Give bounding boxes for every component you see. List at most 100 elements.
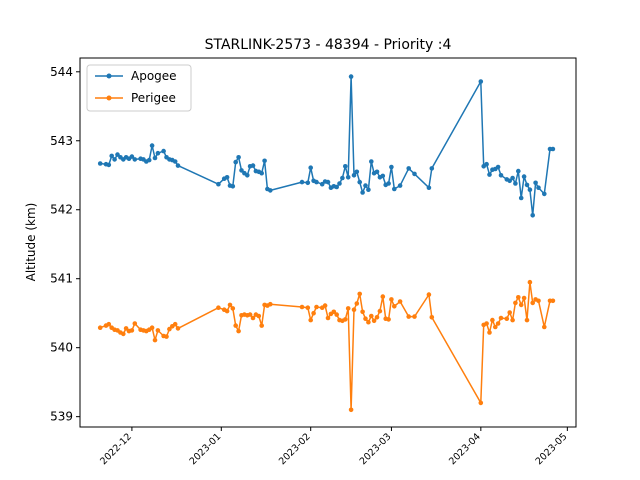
y-tick-label: 543 <box>50 134 73 148</box>
perigee-point <box>412 314 417 319</box>
apogee-point <box>518 195 524 201</box>
apogee-point <box>175 163 181 168</box>
apogee-point <box>392 186 397 192</box>
perigee-point <box>513 300 518 306</box>
apogee-point <box>478 79 484 84</box>
perigee-point <box>498 315 504 321</box>
apogee-point <box>239 168 244 173</box>
apogee-point <box>366 187 371 192</box>
perigee-point <box>259 323 265 328</box>
apogee-point <box>112 157 117 162</box>
perigee-point <box>487 330 492 335</box>
perigee-point <box>426 292 432 297</box>
apogee-point <box>351 173 357 178</box>
perigee-point <box>354 301 360 306</box>
perigee-point <box>351 307 357 313</box>
perigee-point <box>542 324 547 330</box>
perigee-point <box>129 328 135 333</box>
legend-apogee-marker <box>106 73 112 79</box>
apogee-point <box>262 158 267 164</box>
perigee-point <box>348 407 354 413</box>
perigee-point <box>478 400 484 406</box>
perigee-point <box>305 305 311 311</box>
perigee-point <box>397 299 403 304</box>
perigee-point <box>236 328 241 334</box>
legend-perigee-label: Perigee <box>131 91 176 105</box>
apogee-point <box>343 164 348 169</box>
apogee-point <box>230 184 236 189</box>
y-axis-label: Altitude (km) <box>24 203 38 282</box>
perigee-point <box>377 308 383 314</box>
legend-perigee-marker <box>106 95 112 101</box>
apogee-point <box>259 170 265 176</box>
apogee-point <box>308 165 314 170</box>
apogee-point <box>550 146 556 152</box>
perigee-point <box>97 325 103 331</box>
y-tick-label: 544 <box>50 65 73 79</box>
perigee-point <box>175 326 181 331</box>
apogee-point <box>233 159 238 165</box>
perigee-point <box>510 317 515 323</box>
perigee-point <box>371 318 377 324</box>
perigee-point <box>516 295 521 300</box>
perigee-point <box>167 326 172 332</box>
y-axis: 539 540 541 542 543 544 <box>50 65 80 424</box>
perigee-point <box>343 317 348 322</box>
apogee-point <box>354 169 360 175</box>
perigee-point <box>172 321 178 327</box>
series-layer <box>97 74 556 413</box>
plot-frame <box>79 57 577 428</box>
apogee-point <box>97 161 103 166</box>
apogee-point <box>542 191 547 197</box>
apogee-point <box>172 159 178 164</box>
legend: Apogee Perigee <box>86 64 192 112</box>
perigee-point <box>490 317 495 323</box>
legend-apogee-label: Apogee <box>131 69 177 83</box>
apogee-point <box>507 178 512 184</box>
perigee-point <box>507 310 512 315</box>
perigee-point <box>366 319 371 325</box>
y-tick-label: 541 <box>50 272 73 286</box>
apogee-point <box>146 157 152 163</box>
perigee-point <box>132 321 138 326</box>
perigee-point <box>550 298 556 304</box>
apogee-point <box>224 175 230 180</box>
perigee-point <box>325 315 331 321</box>
perigee-point <box>386 317 391 322</box>
apogee-point <box>363 183 368 188</box>
apogee-point <box>516 168 521 174</box>
perigee-point <box>504 316 510 322</box>
perigee-point <box>374 315 380 320</box>
perigee-point <box>308 317 314 323</box>
apogee-point <box>132 157 138 162</box>
perigee-point <box>224 308 230 314</box>
perigee-point <box>392 304 397 309</box>
perigee-point <box>322 303 328 308</box>
apogee-point <box>386 181 391 186</box>
perigee-point <box>334 312 340 317</box>
y-tick-label: 539 <box>50 410 73 424</box>
apogee-point <box>487 172 492 177</box>
apogee-point <box>429 166 435 171</box>
apogee-point <box>340 175 345 181</box>
perigee-point <box>524 317 530 323</box>
perigee-point <box>380 294 386 299</box>
apogee-point <box>115 152 120 157</box>
perigee-point <box>155 328 161 333</box>
chart-title: STARLINK-2573 - 48394 - Priority :4 <box>205 37 452 53</box>
perigee-point <box>164 334 169 339</box>
apogee-point <box>426 185 432 190</box>
apogee-point <box>527 187 533 192</box>
apogee-point <box>513 181 518 186</box>
apogee-point <box>360 190 365 195</box>
perigee-point <box>247 312 253 317</box>
apogee-point <box>536 185 541 190</box>
perigee-point <box>233 323 238 328</box>
perigee-point <box>495 321 501 326</box>
apogee-point <box>305 180 311 186</box>
perigee-point <box>406 314 412 319</box>
apogee-point <box>406 166 412 171</box>
perigee-point <box>429 315 435 320</box>
perigee-point <box>152 337 158 343</box>
apogee-point <box>319 181 325 187</box>
